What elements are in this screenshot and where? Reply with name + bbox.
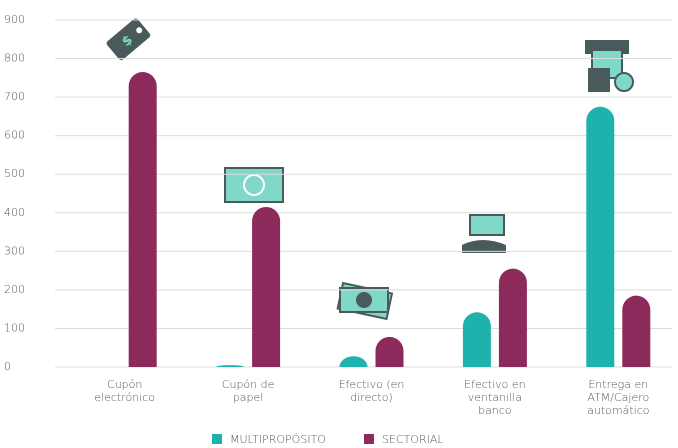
y-tick-label: 600: [4, 129, 25, 142]
bar: [216, 365, 245, 367]
bill-icon-circle: [243, 174, 265, 196]
y-tick-label: 0: [4, 360, 11, 373]
bar: [586, 106, 615, 367]
y-tick-label: 800: [4, 52, 25, 65]
y-tick-label: 200: [4, 283, 25, 296]
y-tick-label: 900: [4, 13, 25, 26]
x-tick-label: Cupón electrónico: [94, 378, 155, 404]
tag-icon: $: [106, 18, 151, 61]
bar: [128, 72, 157, 368]
legend-label: SECTORIAL: [382, 433, 444, 446]
bar: [462, 312, 491, 367]
legend-swatch: [363, 434, 374, 444]
y-tick-label: 400: [4, 206, 25, 219]
legend: MULTIPROPÓSITO SECTORIAL: [212, 433, 443, 446]
legend-swatch: [212, 434, 222, 444]
x-tick-label: Efectivo en ventanilla banco: [464, 378, 525, 417]
bar: [622, 295, 651, 367]
hand-bill-icon: [469, 214, 505, 236]
y-tick-label: 300: [4, 244, 25, 257]
legend-label: MULTIPROPÓSITO: [230, 433, 326, 446]
y-tick-label: 500: [4, 167, 25, 180]
y-tick-label: 100: [4, 321, 25, 334]
decorative-icons: $: [106, 18, 634, 321]
bar: [498, 268, 527, 367]
bar: [252, 206, 281, 367]
x-tick-label: Efectivo (en directo): [339, 378, 405, 404]
bar: [339, 356, 368, 367]
cash-icon-coin: [356, 292, 372, 308]
x-tick-label: Entrega en ATM/Cajero automático: [587, 378, 649, 417]
atm-phone-icon: [588, 68, 610, 92]
atm-arrow-icon: [614, 72, 634, 92]
y-tick-label: 700: [4, 90, 25, 103]
bar: [375, 336, 404, 367]
hand-icon: [462, 240, 506, 253]
x-tick-label: Cupón de papel: [222, 378, 275, 404]
bill-icon: [224, 167, 284, 203]
